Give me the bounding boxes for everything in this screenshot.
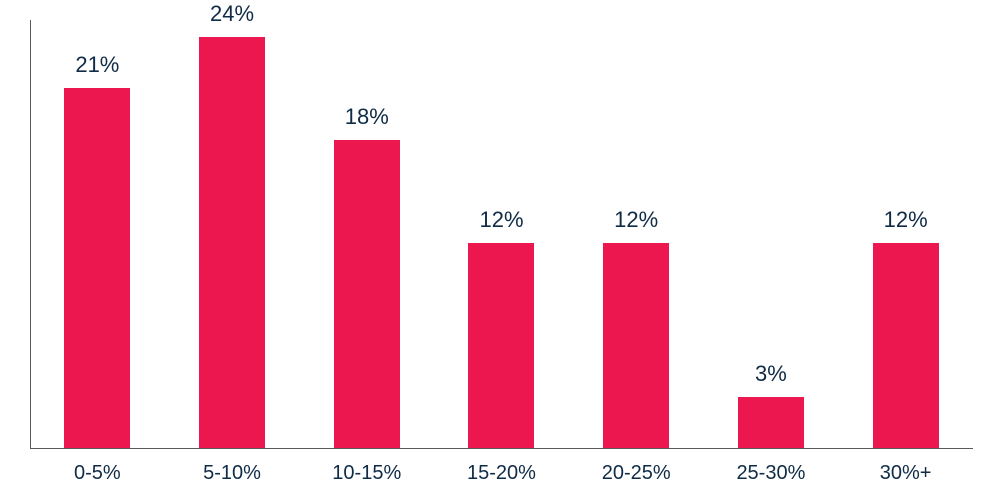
bar-value-label: 12% xyxy=(838,207,973,233)
x-axis-label: 5-10% xyxy=(165,462,300,485)
bar-value-label: 12% xyxy=(434,207,569,233)
bar-slot: 3% xyxy=(704,20,839,448)
bar xyxy=(873,243,939,448)
x-axis-label: 15-20% xyxy=(434,462,569,485)
x-axis-labels: 0-5%5-10%10-15%15-20%20-25%25-30%30%+ xyxy=(30,462,973,492)
bar-slot: 24% xyxy=(165,20,300,448)
bar-slot: 18% xyxy=(299,20,434,448)
bar xyxy=(468,243,534,448)
bar-value-label: 12% xyxy=(569,207,704,233)
bar-value-label: 3% xyxy=(704,361,839,387)
bar-value-label: 21% xyxy=(30,52,165,78)
bar xyxy=(738,397,804,448)
bar xyxy=(603,243,669,448)
bar-slot: 12% xyxy=(569,20,704,448)
x-axis-line xyxy=(30,448,973,449)
bar-value-label: 18% xyxy=(299,104,434,130)
bar xyxy=(64,88,130,448)
bar-slot: 12% xyxy=(434,20,569,448)
x-axis-label: 20-25% xyxy=(569,462,704,485)
bar-chart: 21%24%18%12%12%3%12% 0-5%5-10%10-15%15-2… xyxy=(0,0,1003,500)
bar-slot: 12% xyxy=(838,20,973,448)
x-axis-label: 25-30% xyxy=(704,462,839,485)
x-axis-label: 10-15% xyxy=(299,462,434,485)
bar xyxy=(334,140,400,448)
plot-area: 21%24%18%12%12%3%12% xyxy=(30,20,973,448)
bar xyxy=(199,37,265,448)
y-axis-line xyxy=(30,20,31,448)
bar-value-label: 24% xyxy=(165,1,300,27)
x-axis-label: 30%+ xyxy=(838,462,973,485)
bar-slot: 21% xyxy=(30,20,165,448)
x-axis-label: 0-5% xyxy=(30,462,165,485)
